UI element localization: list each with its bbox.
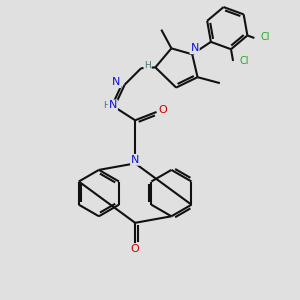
Text: Cl: Cl [261,32,270,41]
Text: N: N [190,44,199,53]
Text: N: N [112,77,121,87]
Text: O: O [131,244,140,254]
Text: Cl: Cl [240,56,249,66]
Text: N: N [131,155,139,165]
Text: O: O [159,106,167,116]
Text: H: H [144,61,151,70]
Text: N: N [109,100,117,110]
Text: H: H [103,101,110,110]
